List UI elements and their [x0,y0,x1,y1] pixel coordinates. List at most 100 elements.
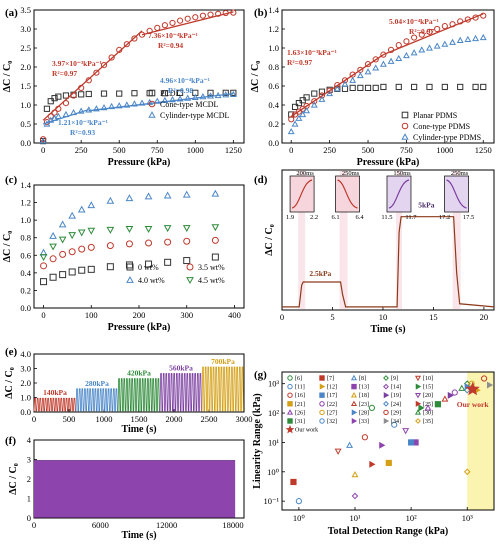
plot-frame [33,184,245,309]
data-point [357,84,364,92]
data-point [182,225,191,233]
inset-tick: 17.5 [463,214,474,221]
segment-label: 700kPa [211,357,235,366]
data-point [78,245,86,253]
data-point [418,404,425,412]
panel-d: 0 5 10 15 20 Time (s) ΔC / C₀ (d) 2.5kPa 5kPa 200m… [254,169,495,335]
y-tick-label: 0.5 [20,119,31,129]
data-point [222,89,229,96]
x-axis-title: Time (s) [121,530,156,541]
data-point [441,395,449,402]
data-point [77,205,86,213]
x-axis-title: Time (s) [370,324,405,335]
y-tick-label: 10³ [268,379,280,389]
y-axis-title: ΔC / C₀ [8,463,19,495]
data-point [215,10,222,17]
data-point [385,459,392,467]
plot-frame [33,9,245,144]
cycle-trace [33,397,76,412]
data-point [211,189,220,197]
data-point [464,35,472,43]
y-axis-title: ΔC / C₀ [4,367,15,399]
data-point [55,93,62,100]
data-point [318,92,326,99]
data-point [49,231,57,239]
y-tick-label: 3.0 [20,364,31,374]
x-tick-label: 250 [75,145,88,155]
legend-label: [11] [295,385,305,391]
data-point [402,428,410,435]
x-tick-label: 0 [280,312,284,322]
y-tick-label: 10² [268,408,280,418]
y-tick-label: 1.0 [20,393,31,403]
legend-label: [30] [423,410,433,416]
legend-label: [17] [327,393,337,399]
data-point [40,278,48,286]
y-tick-label: 0.2 [268,119,279,129]
y-tick-label: 3 [27,455,31,465]
inset-tick: 2.2 [310,214,318,221]
data-point [144,192,153,200]
data-point [295,108,302,115]
x-tick-label: 750 [151,145,164,155]
data-point [123,41,130,48]
legend-marker [383,409,389,416]
data-point [351,471,359,478]
data-point [100,90,108,97]
x-tick-label: 0 [289,145,293,155]
data-point [62,100,70,107]
data-point [106,196,115,204]
y-tick-label: 1.2 [20,198,31,208]
y-tick-label: 1.0 [268,43,279,53]
annotation: R²=0.93 [70,128,95,137]
data-point [68,232,77,240]
plot-frame [281,169,495,311]
data-point [62,92,70,99]
data-point [49,255,57,263]
legend-label: [23] [359,402,369,408]
legend-label: [31] [295,419,305,425]
legend-label: [32] [327,419,337,425]
x-tick-label: 20 [480,312,489,322]
legend-label: [20] [423,393,433,399]
legend-label: [10] [423,376,433,382]
data-point [40,136,47,143]
legend-label: 3.5 wt% [198,263,225,272]
y-axis-title: Linearity Range (kPa) [252,393,263,489]
y-tick-label: 2.0 [20,378,31,388]
data-point [169,96,176,103]
legend-marker [287,392,293,398]
legend-label: [15] [423,385,433,391]
data-point [364,61,372,68]
legend-label: [34] [391,419,401,425]
data-point [457,18,464,25]
data-point [87,227,96,235]
x-tick-label: 250 [323,145,336,155]
legend-marker [287,401,293,407]
cycling-fill [34,460,236,518]
y-tick-label: 1.2 [268,24,279,34]
x-tick-label: 1000 [436,145,453,155]
data-point [287,127,295,135]
transition-band [452,171,461,309]
segment: 140kPa [33,388,76,412]
fit-line [141,11,234,36]
data-point [346,441,354,448]
legend-marker [186,277,194,285]
inset-curve [388,179,410,209]
legend-marker [401,133,409,140]
data-point [230,89,237,96]
data-point [68,248,76,256]
data-point [145,260,153,268]
data-point [424,404,432,411]
data-point [116,90,123,97]
data-point [372,64,380,71]
panel-label: (a) [5,7,18,19]
legend-marker [415,383,422,390]
segment: 280kPa [75,379,118,412]
panel-f: 0 6000 12000 18000 0 1 2 3 4 Time (s) ΔC / C₀ (f) [5,435,245,541]
legend-label: Our work [295,428,318,434]
inset-tick: 6.4 [355,214,364,221]
data-point [434,401,441,408]
